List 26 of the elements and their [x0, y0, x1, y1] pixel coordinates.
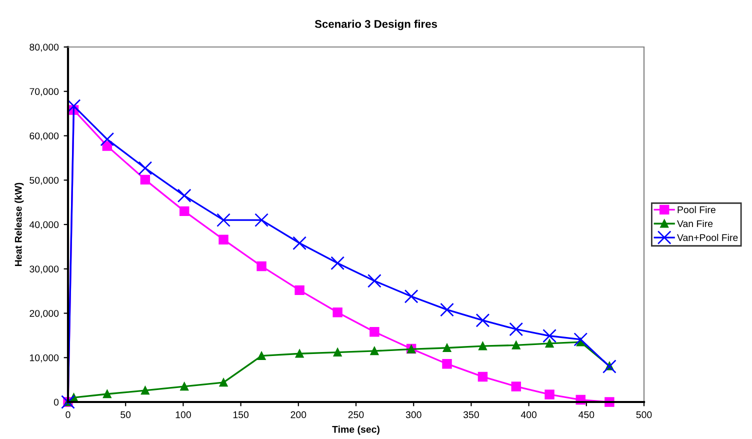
y-tick-label: 70,000	[30, 88, 59, 96]
x-tick-label: 350	[463, 411, 479, 418]
y-axis-title: Heat Release (kW)	[14, 182, 24, 266]
x-tick-label: 200	[290, 411, 306, 418]
y-tick-label: 30,000	[30, 266, 59, 274]
y-tick-label: 10,000	[30, 354, 59, 362]
x-tick-label: 100	[176, 411, 191, 418]
x-tick-label: 0	[66, 411, 70, 418]
x-axis-title: Time (sec)	[332, 426, 380, 435]
y-tick-label: 80,000	[30, 44, 59, 52]
x-tick-label: 250	[348, 411, 364, 418]
x-tick-label: 500	[636, 411, 652, 418]
x-tick-label: 300	[406, 411, 422, 418]
x-tick-label: 400	[520, 411, 537, 418]
x-tick-label: 450	[578, 411, 594, 418]
x-tick-label: 150	[233, 411, 249, 418]
legend-label: Pool Fire	[678, 206, 716, 214]
legend-label: Van Fire	[677, 220, 713, 228]
chart-title: Scenario 3 Design fires	[314, 20, 437, 30]
y-tick-label: 50,000	[30, 176, 59, 185]
y-tick-label: 0	[54, 398, 59, 406]
legend-label: Van+Pool Fire	[677, 234, 738, 242]
y-tick-label: 40,000	[29, 221, 59, 230]
y-tick-label: 20,000	[30, 310, 59, 318]
y-tick-label: 60,000	[30, 132, 59, 141]
x-tick-label: 50	[120, 411, 131, 418]
